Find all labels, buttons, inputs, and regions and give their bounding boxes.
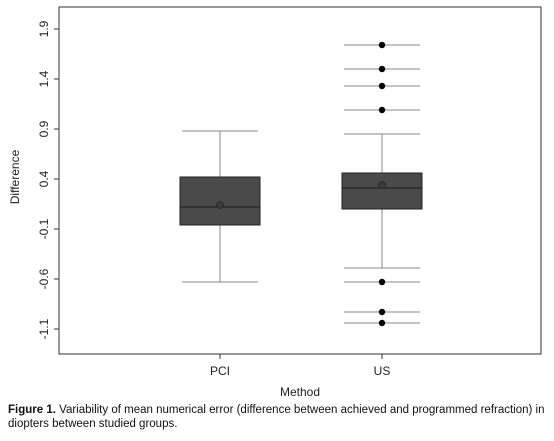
boxes-group xyxy=(179,41,423,327)
y-tick-label: -1.1 xyxy=(37,318,51,339)
outlier-point xyxy=(378,41,386,49)
outlier-point xyxy=(378,106,386,114)
outlier-point xyxy=(378,278,386,286)
y-tick-label: 0.4 xyxy=(37,170,51,187)
outlier-point xyxy=(378,308,386,316)
y-tick-label: 1.4 xyxy=(37,70,51,87)
y-tick-label: 1.9 xyxy=(37,20,51,37)
box-plot-chart: 1.9 1.4 0.9 0.4 -0.1 -0.6 -1.1 PCI US Differenc… xyxy=(8,6,542,399)
x-tick-label: PCI xyxy=(210,364,230,378)
interquartile-box xyxy=(341,172,423,210)
outlier-point xyxy=(378,65,386,73)
x-tick-label: US xyxy=(374,364,391,378)
plot-frame xyxy=(58,6,542,355)
y-tick-label: -0.1 xyxy=(37,218,51,239)
outlier-point xyxy=(378,319,386,327)
caption-label: Figure 1. xyxy=(8,404,56,416)
y-axis: 1.9 1.4 0.9 0.4 -0.1 -0.6 -1.1 xyxy=(37,20,59,339)
x-axis-title: Method xyxy=(280,385,320,399)
mean-point xyxy=(216,201,224,209)
caption-text: Variability of mean numerical error (dif… xyxy=(8,404,545,430)
outlier-point xyxy=(378,82,386,90)
box-pci xyxy=(179,130,261,283)
mean-point xyxy=(378,181,386,189)
x-axis: PCI US xyxy=(210,354,390,378)
y-tick-label: 0.9 xyxy=(37,120,51,137)
y-axis-title: Difference xyxy=(8,149,22,204)
box-us xyxy=(341,41,423,327)
y-tick-label: -0.6 xyxy=(37,268,51,289)
figure-caption: Figure 1. Variability of mean numerical … xyxy=(8,403,553,431)
